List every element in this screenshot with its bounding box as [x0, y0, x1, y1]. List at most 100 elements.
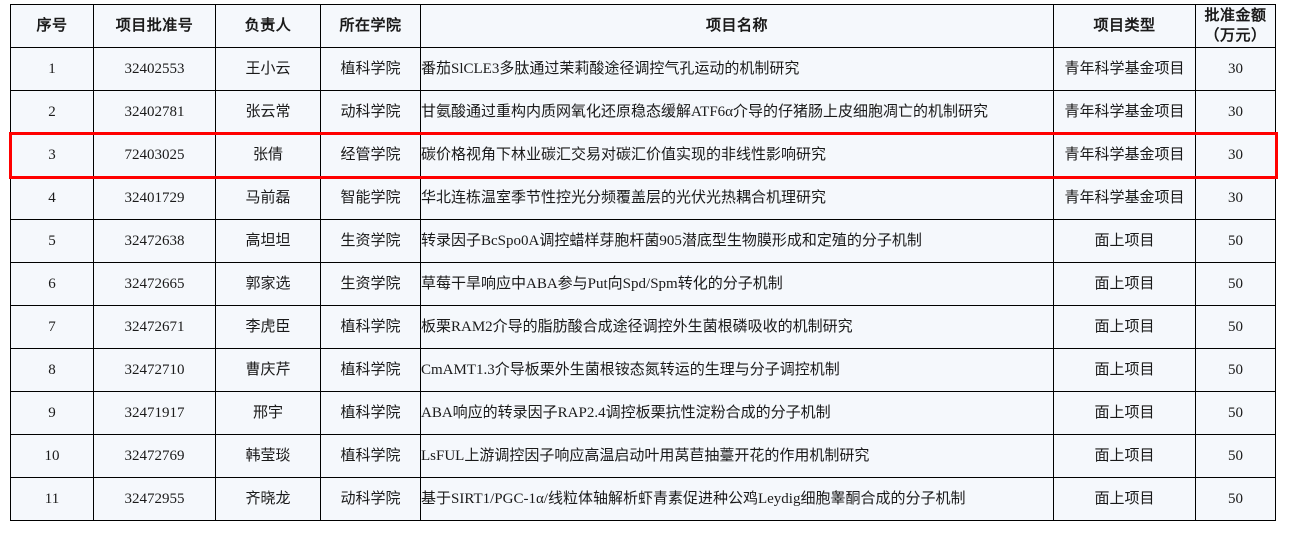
cell-college: 植科学院 [320, 305, 421, 349]
column-header-amount-line2: （万元） [1204, 28, 1267, 44]
table-row[interactable]: 1 32402553 王小云 植科学院 番茄SlCLE3多肽通过茉莉酸途径调控气孔运动的… [10, 47, 1276, 91]
table-header: 序号 项目批准号 负责人 所在学院 项目名称 项目类型 批准金额 （万元） [10, 4, 1276, 48]
cell-project-name: 甘氨酸通过重构内质网氧化还原稳态缓解ATF6α介导的仔猪肠上皮细胞凋亡的机制研究 [420, 90, 1054, 134]
cell-type: 面上项目 [1053, 434, 1196, 478]
cell-college: 动科学院 [320, 90, 421, 134]
cell-pi: 曹庆芹 [215, 348, 321, 392]
cell-pi: 齐晓龙 [215, 477, 321, 521]
column-header-amount: 批准金额 （万元） [1195, 4, 1276, 48]
cell-index: 5 [10, 219, 94, 263]
cell-pi: 张云常 [215, 90, 321, 134]
cell-pi: 张倩 [215, 133, 321, 177]
cell-amount: 30 [1195, 133, 1276, 177]
header-row: 序号 项目批准号 负责人 所在学院 项目名称 项目类型 批准金额 （万元） [10, 4, 1276, 48]
cell-code: 32402553 [93, 47, 216, 91]
cell-amount: 50 [1195, 348, 1276, 392]
table-body: 1 32402553 王小云 植科学院 番茄SlCLE3多肽通过茉莉酸途径调控气孔运动的… [10, 47, 1276, 521]
cell-type: 面上项目 [1053, 305, 1196, 349]
cell-code: 72403025 [93, 133, 216, 177]
table-row[interactable]: 11 32472955 齐晓龙 动科学院 基于SIRT1/PGC-1α/线粒体轴解析虾青… [10, 477, 1276, 521]
cell-type: 青年科学基金项目 [1053, 90, 1196, 134]
cell-amount: 50 [1195, 262, 1276, 306]
cell-project-name: 基于SIRT1/PGC-1α/线粒体轴解析虾青素促进种公鸡Leydig细胞睾酮合… [420, 477, 1054, 521]
cell-project-name: 番茄SlCLE3多肽通过茉莉酸途径调控气孔运动的机制研究 [420, 47, 1054, 91]
cell-index: 9 [10, 391, 94, 435]
cell-type: 面上项目 [1053, 391, 1196, 435]
cell-college: 植科学院 [320, 391, 421, 435]
cell-code: 32472955 [93, 477, 216, 521]
table-row[interactable]: 8 32472710 曹庆芹 植科学院 CmAMT1.3介导板栗外生菌根铵态氮转运的生理… [10, 348, 1276, 392]
cell-college: 植科学院 [320, 434, 421, 478]
cell-code: 32472710 [93, 348, 216, 392]
cell-type: 青年科学基金项目 [1053, 176, 1196, 220]
cell-type: 面上项目 [1053, 219, 1196, 263]
cell-project-name: 转录因子BcSpo0A调控蜡样芽胞杆菌905潜底型生物膜形成和定殖的分子机制 [420, 219, 1054, 263]
cell-type: 面上项目 [1053, 348, 1196, 392]
cell-code: 32401729 [93, 176, 216, 220]
cell-amount: 30 [1195, 176, 1276, 220]
cell-amount: 50 [1195, 219, 1276, 263]
cell-college: 经管学院 [320, 133, 421, 177]
cell-index: 6 [10, 262, 94, 306]
cell-type: 面上项目 [1053, 477, 1196, 521]
cell-college: 生资学院 [320, 219, 421, 263]
column-header-amount-line1: 批准金额 [1204, 7, 1267, 24]
cell-code: 32472665 [93, 262, 216, 306]
cell-type: 青年科学基金项目 [1053, 47, 1196, 91]
cell-amount: 50 [1195, 434, 1276, 478]
table-row[interactable]: 3 72403025 张倩 经管学院 碳价格视角下林业碳汇交易对碳汇价值实现的非线性影响… [10, 133, 1276, 177]
cell-college: 植科学院 [320, 348, 421, 392]
cell-project-name: 华北连栋温室季节性控光分频覆盖层的光伏光热耦合机理研究 [420, 176, 1054, 220]
table-row[interactable]: 7 32472671 李虎臣 植科学院 板栗RAM2介导的脂肪酸合成途径调控外生菌根磷吸… [10, 305, 1276, 349]
table-row[interactable]: 4 32401729 马前磊 智能学院 华北连栋温室季节性控光分频覆盖层的光伏光热耦合机… [10, 176, 1276, 220]
table-row[interactable]: 6 32472665 郭家选 生资学院 草莓干旱响应中ABA参与Put向Spd/Spm转… [10, 262, 1276, 306]
cell-pi: 郭家选 [215, 262, 321, 306]
cell-type: 面上项目 [1053, 262, 1196, 306]
cell-amount: 50 [1195, 391, 1276, 435]
cell-index: 2 [10, 90, 94, 134]
cell-type: 青年科学基金项目 [1053, 133, 1196, 177]
cell-index: 8 [10, 348, 94, 392]
cell-project-name: 板栗RAM2介导的脂肪酸合成途径调控外生菌根磷吸收的机制研究 [420, 305, 1054, 349]
cell-pi: 韩莹琰 [215, 434, 321, 478]
cell-amount: 30 [1195, 90, 1276, 134]
cell-college: 植科学院 [320, 47, 421, 91]
column-header-project-name: 项目名称 [420, 4, 1054, 48]
cell-project-name: 草莓干旱响应中ABA参与Put向Spd/Spm转化的分子机制 [420, 262, 1054, 306]
cell-pi: 邢宇 [215, 391, 321, 435]
cell-project-name: CmAMT1.3介导板栗外生菌根铵态氮转运的生理与分子调控机制 [420, 348, 1054, 392]
cell-index: 1 [10, 47, 94, 91]
column-header-college: 所在学院 [320, 4, 421, 48]
table-row[interactable]: 10 32472769 韩莹琰 植科学院 LsFUL上游调控因子响应高温启动叶用莴苣抽薹… [10, 434, 1276, 478]
cell-index: 7 [10, 305, 94, 349]
column-header-index: 序号 [10, 4, 94, 48]
cell-amount: 50 [1195, 305, 1276, 349]
cell-pi: 高坦坦 [215, 219, 321, 263]
column-header-type: 项目类型 [1053, 4, 1196, 48]
table-row[interactable]: 5 32472638 高坦坦 生资学院 转录因子BcSpo0A调控蜡样芽胞杆菌905潜底… [10, 219, 1276, 263]
cell-college: 生资学院 [320, 262, 421, 306]
table-row[interactable]: 2 32402781 张云常 动科学院 甘氨酸通过重构内质网氧化还原稳态缓解ATF6α介… [10, 90, 1276, 134]
cell-pi: 李虎臣 [215, 305, 321, 349]
cell-code: 32402781 [93, 90, 216, 134]
table-row[interactable]: 9 32471917 邢宇 植科学院 ABA响应的转录因子RAP2.4调控板栗抗性淀粉合… [10, 391, 1276, 435]
cell-project-name: ABA响应的转录因子RAP2.4调控板栗抗性淀粉合成的分子机制 [420, 391, 1054, 435]
cell-project-name: LsFUL上游调控因子响应高温启动叶用莴苣抽薹开花的作用机制研究 [420, 434, 1054, 478]
cell-amount: 30 [1195, 47, 1276, 91]
cell-index: 10 [10, 434, 94, 478]
cell-pi: 王小云 [215, 47, 321, 91]
cell-index: 3 [10, 133, 94, 177]
cell-college: 动科学院 [320, 477, 421, 521]
column-header-pi: 负责人 [215, 4, 321, 48]
cell-index: 11 [10, 477, 94, 521]
column-header-code: 项目批准号 [93, 4, 216, 48]
cell-code: 32471917 [93, 391, 216, 435]
cell-code: 32472769 [93, 434, 216, 478]
cell-college: 智能学院 [320, 176, 421, 220]
cell-code: 32472671 [93, 305, 216, 349]
cell-project-name: 碳价格视角下林业碳汇交易对碳汇价值实现的非线性影响研究 [420, 133, 1054, 177]
cell-index: 4 [10, 176, 94, 220]
cell-code: 32472638 [93, 219, 216, 263]
